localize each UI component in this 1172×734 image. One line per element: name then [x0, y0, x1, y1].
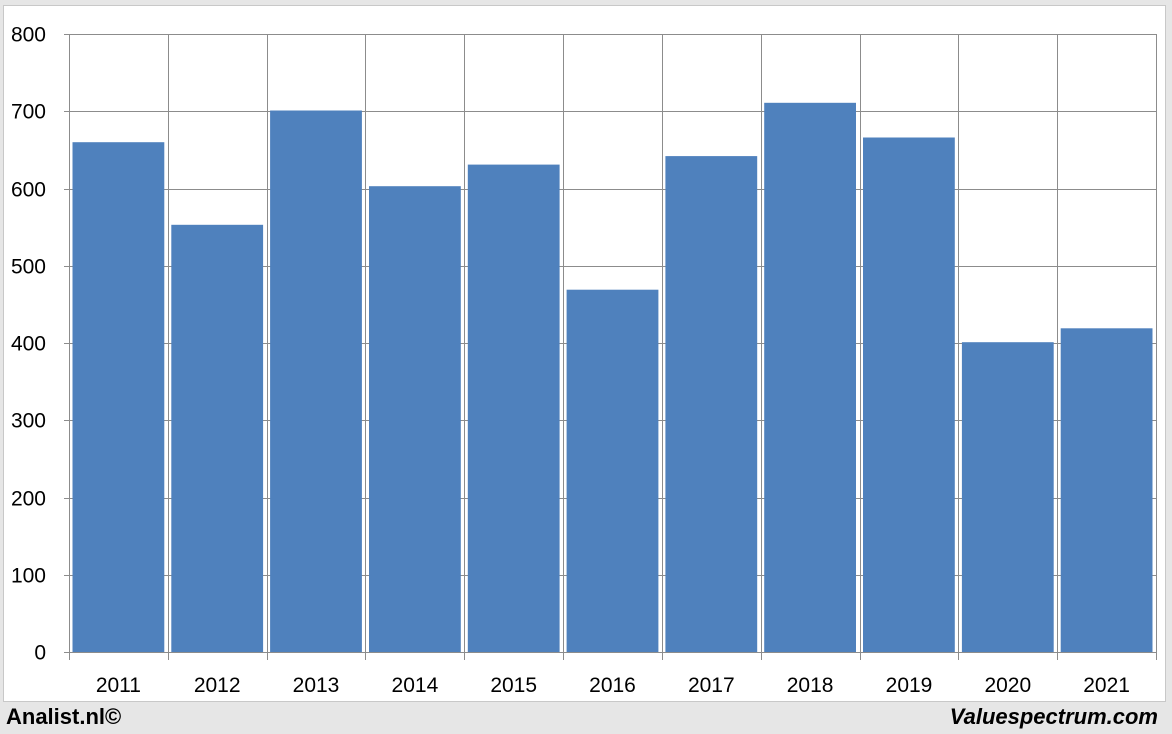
bar-2016 — [566, 289, 659, 652]
bars — [72, 102, 1153, 653]
bar-2020 — [961, 342, 1054, 652]
x-tick-label: 2018 — [787, 674, 834, 697]
x-tick-label: 2019 — [886, 674, 933, 697]
y-tick-label: 300 — [11, 410, 46, 433]
bar-2013 — [270, 110, 362, 652]
bar-2011 — [72, 142, 165, 652]
x-tick-label: 2011 — [96, 674, 141, 697]
bar-2014 — [369, 186, 461, 652]
bar-2018 — [764, 102, 856, 653]
footer-credit-left: Analist.nl© — [6, 704, 122, 729]
bar-2019 — [863, 137, 955, 652]
bar-2017 — [665, 156, 758, 652]
bar-2012 — [171, 224, 264, 653]
y-tick-label: 100 — [11, 565, 46, 588]
y-tick-label: 400 — [11, 333, 46, 356]
y-tick-label: 0 — [34, 642, 46, 665]
bar-2015 — [467, 164, 560, 652]
y-tick-label: 200 — [11, 488, 46, 511]
x-tick-label: 2020 — [984, 674, 1031, 697]
y-tick-label: 700 — [11, 101, 46, 124]
y-tick-label: 600 — [11, 179, 46, 202]
x-tick-label: 2015 — [490, 674, 537, 697]
footer-credit-right: Valuespectrum.com — [949, 704, 1158, 729]
x-tick-label: 2014 — [392, 674, 439, 697]
y-tick-label: 500 — [11, 256, 46, 279]
axes — [64, 34, 1156, 653]
x-tick-label: 2021 — [1083, 674, 1130, 697]
x-tick-label: 2013 — [293, 674, 340, 697]
bar-2021 — [1060, 328, 1153, 652]
x-tick-label: 2017 — [688, 674, 735, 697]
y-tick-label: 800 — [11, 24, 46, 47]
x-tick-label: 2016 — [589, 674, 636, 697]
x-tick-labels: 2011 2012 2013 2014 2015 2016 2017 2018 2019 2020… — [96, 674, 1130, 697]
x-tick-label: 2012 — [194, 674, 241, 697]
y-tick-labels: 0 100 200 300 400 500 600 700 800 — [11, 24, 46, 665]
